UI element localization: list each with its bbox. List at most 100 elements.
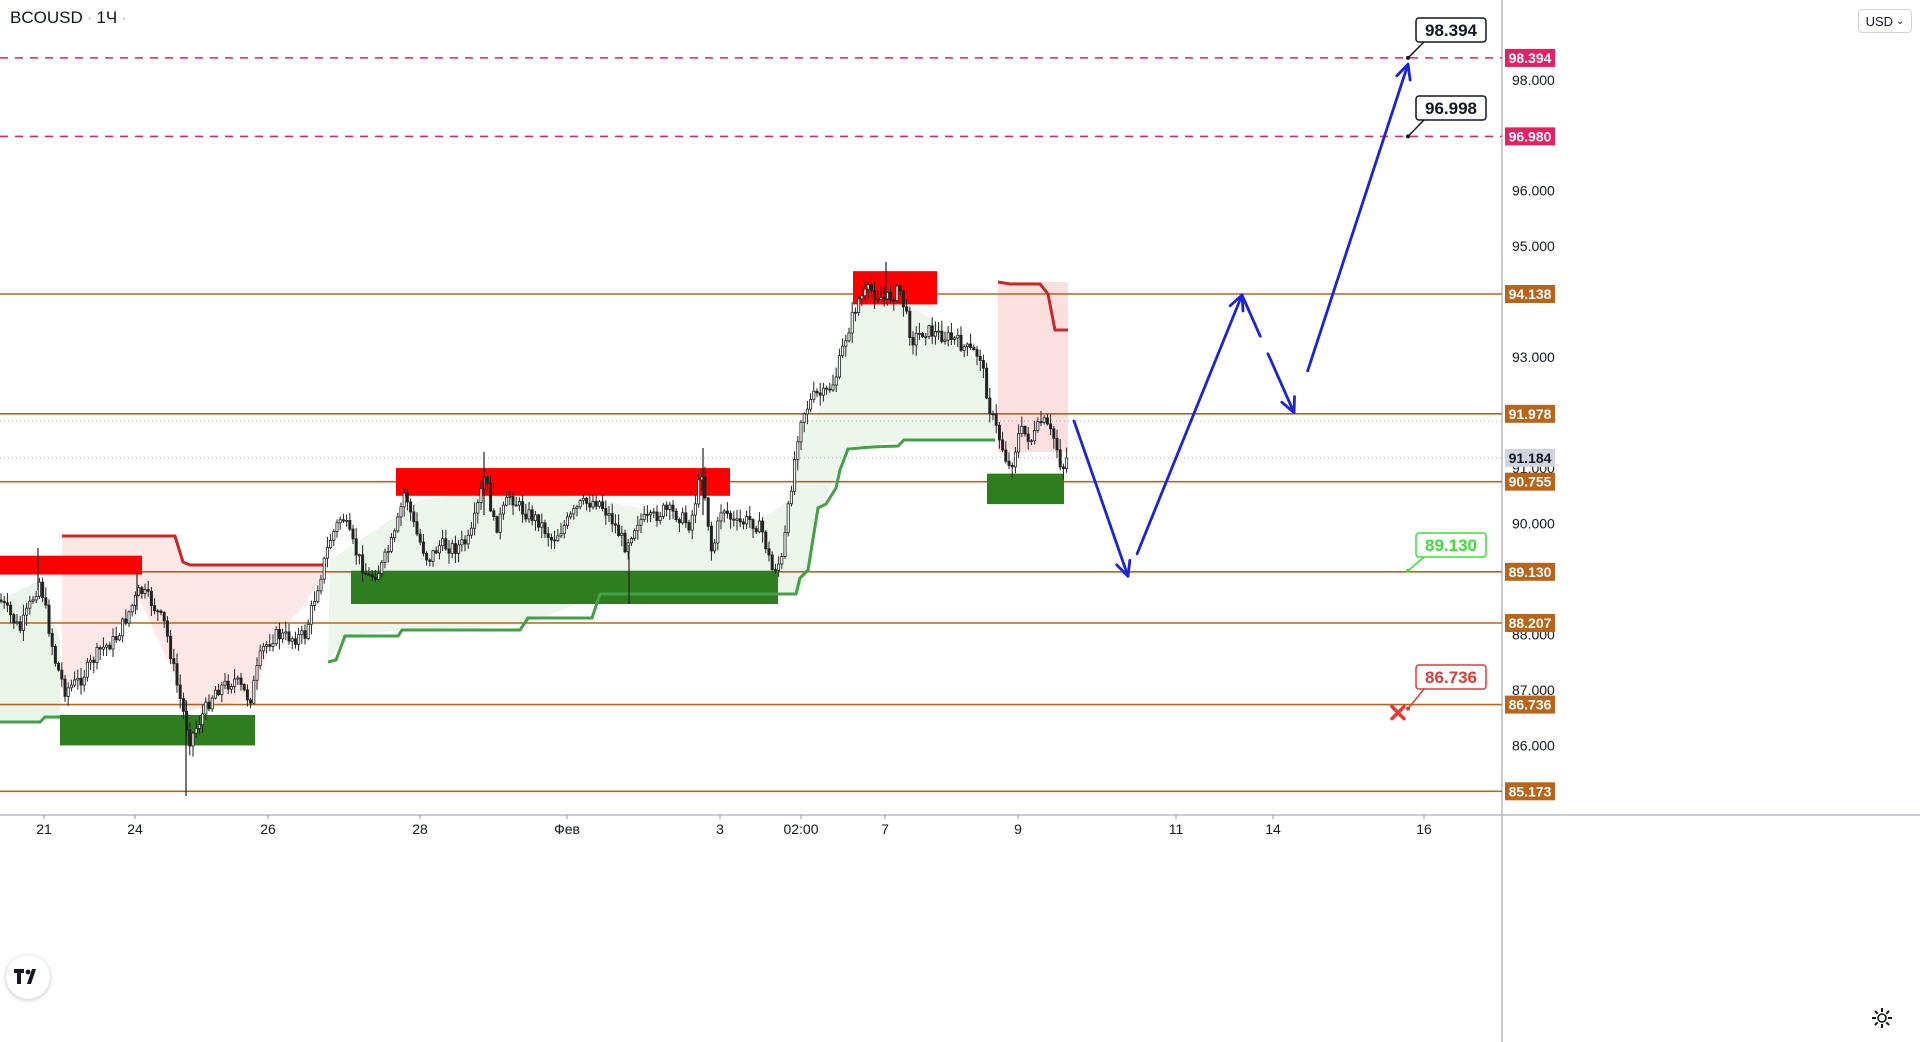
candle-body xyxy=(361,554,365,574)
interval-label[interactable]: 1Ч xyxy=(96,8,118,27)
candle-body xyxy=(249,699,253,704)
candle-body xyxy=(969,343,973,348)
candle-body xyxy=(719,512,723,522)
price-callout[interactable]: 96.998 xyxy=(1406,95,1487,139)
candle xyxy=(460,530,464,552)
forecast-arrowhead xyxy=(1115,558,1132,578)
candle-body xyxy=(690,514,694,531)
candle xyxy=(277,622,281,650)
candle xyxy=(639,513,643,533)
candle xyxy=(530,505,534,526)
candle xyxy=(1039,410,1043,427)
candle-body xyxy=(524,513,528,520)
candle xyxy=(1042,415,1046,425)
candle xyxy=(329,533,333,550)
candle xyxy=(764,530,768,553)
candle-body xyxy=(732,518,736,521)
candle-body xyxy=(1055,437,1059,451)
tradingview-logo-icon[interactable] xyxy=(6,955,50,999)
price-callout[interactable]: 89.130 xyxy=(1406,532,1487,573)
candle-body xyxy=(89,659,93,663)
candle xyxy=(229,683,233,694)
candle-body xyxy=(1036,421,1040,431)
candle xyxy=(117,633,121,642)
candle-body xyxy=(652,511,656,514)
candle xyxy=(428,558,432,567)
candle xyxy=(316,585,320,604)
candle-body xyxy=(1026,433,1030,442)
candle-body xyxy=(965,343,969,347)
price-callout[interactable]: 98.394 xyxy=(1406,17,1487,60)
candle xyxy=(492,508,496,521)
level-tag xyxy=(1505,562,1555,581)
candle-body xyxy=(47,604,51,634)
candle xyxy=(956,328,960,348)
candle xyxy=(249,697,253,709)
candle-body xyxy=(834,376,838,386)
currency-dropdown[interactable]: USD ⌄ xyxy=(1858,9,1912,33)
candle-body xyxy=(181,698,185,712)
candle-body xyxy=(421,541,425,554)
candle-body xyxy=(453,543,457,554)
candle xyxy=(1001,431,1005,453)
candle-body xyxy=(76,677,80,681)
candle xyxy=(553,530,557,549)
gear-icon[interactable] xyxy=(1870,1006,1894,1030)
candle-body xyxy=(377,573,381,580)
candle xyxy=(76,669,80,690)
candle xyxy=(802,412,806,433)
candle-body xyxy=(412,511,416,523)
candle-body xyxy=(537,514,541,528)
candle-body xyxy=(1013,451,1017,468)
candle-body xyxy=(169,635,173,660)
candle-body xyxy=(393,530,397,539)
candle-body xyxy=(444,538,448,550)
candle xyxy=(425,551,429,566)
candle-body xyxy=(543,522,547,535)
candle-body xyxy=(1004,449,1008,462)
candle-body xyxy=(841,345,845,357)
candle-body xyxy=(565,516,569,526)
candle-body xyxy=(946,332,950,341)
candle-body xyxy=(242,684,246,691)
candle xyxy=(562,520,566,539)
callout-label: 98.394 xyxy=(1425,21,1478,40)
candle xyxy=(610,503,614,533)
candle-body xyxy=(546,533,550,538)
candle-body xyxy=(514,504,518,507)
candle xyxy=(149,586,153,616)
candle xyxy=(383,548,387,569)
candle xyxy=(412,504,416,528)
bear-shade xyxy=(998,282,1068,452)
candle-body xyxy=(911,337,915,346)
callout-label: 89.130 xyxy=(1425,536,1477,555)
candle xyxy=(601,494,605,512)
candle-body xyxy=(149,590,153,607)
candle-body xyxy=(1020,425,1024,435)
candle xyxy=(479,480,483,511)
candle-body xyxy=(709,525,713,552)
level-tag xyxy=(1505,782,1555,801)
candle xyxy=(194,720,198,739)
candle-body xyxy=(389,537,393,552)
candle xyxy=(89,655,93,671)
price-callout[interactable]: 86.736 xyxy=(1406,664,1487,711)
symbol-header[interactable]: BCOUSD · 1Ч · xyxy=(10,8,131,28)
candle-body xyxy=(713,542,717,552)
candle-body xyxy=(124,618,128,624)
candle xyxy=(274,626,278,646)
candle-body xyxy=(623,532,627,553)
candle xyxy=(332,528,336,547)
candle-body xyxy=(985,367,989,399)
candle xyxy=(268,634,272,652)
candle xyxy=(1052,425,1056,449)
candle xyxy=(658,511,662,525)
candle-body xyxy=(153,605,157,612)
callout-pointer xyxy=(1407,556,1425,572)
support-resistance-levels xyxy=(0,57,1502,793)
candle xyxy=(901,289,905,317)
candle xyxy=(348,513,352,532)
level-tag xyxy=(1505,285,1555,303)
candle xyxy=(380,560,384,578)
